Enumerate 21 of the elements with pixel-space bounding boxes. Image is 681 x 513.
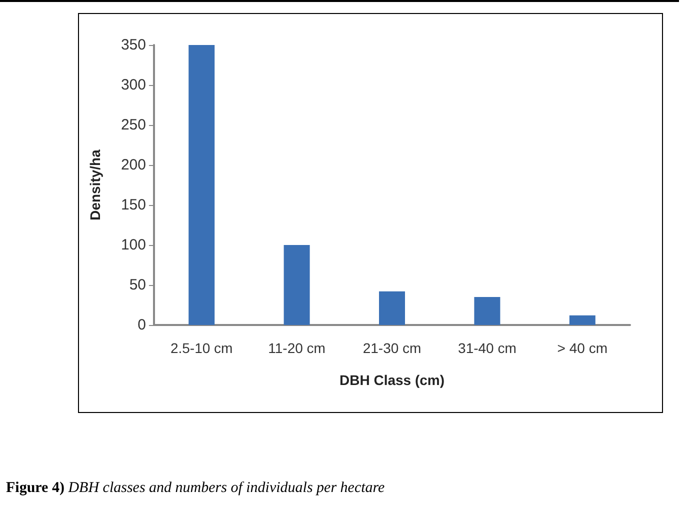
bar (569, 315, 596, 325)
caption: Figure 4) DBH classes and numbers of individuals per hectare (6, 480, 385, 496)
y-tick-label: 0 (138, 316, 146, 334)
y-tick-label: 50 (129, 276, 146, 294)
x-axis-title: DBH Class (cm) (339, 372, 445, 388)
bar (474, 297, 500, 325)
y-tick-label: 100 (120, 236, 146, 254)
y-tick-label: 200 (120, 156, 146, 174)
bar (379, 291, 405, 325)
x-tick-label: 31-40 cm (458, 340, 516, 356)
y-tick-label: 150 (120, 196, 146, 214)
y-tick-label: 350 (120, 36, 146, 54)
y-tick-label: 250 (120, 116, 146, 134)
y-axis-title: Density/ha (87, 149, 103, 220)
x-tick-label: 21-30 cm (362, 340, 422, 356)
x-tick-label: > 40 cm (557, 340, 608, 356)
bar (284, 245, 310, 325)
x-tick-label: 11-20 cm (268, 340, 326, 356)
bar (188, 45, 215, 325)
y-tick-label: 300 (120, 76, 146, 94)
x-tick-label: 2.5-10 cm (170, 340, 233, 356)
